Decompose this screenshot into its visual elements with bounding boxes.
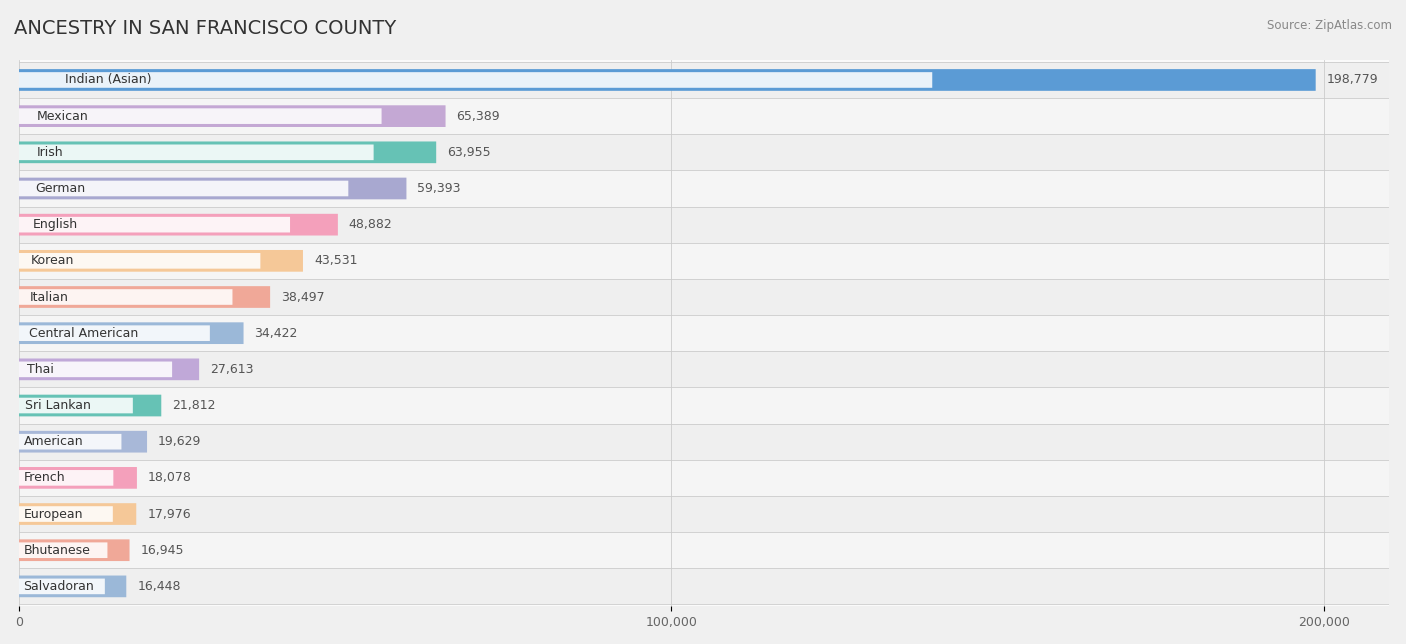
Text: German: German: [35, 182, 86, 195]
FancyBboxPatch shape: [20, 398, 132, 413]
Text: Bhutanese: Bhutanese: [24, 544, 90, 556]
Text: 48,882: 48,882: [349, 218, 392, 231]
FancyBboxPatch shape: [20, 289, 232, 305]
Text: Salvadoran: Salvadoran: [24, 580, 94, 593]
Text: 43,531: 43,531: [314, 254, 357, 267]
Text: ANCESTRY IN SAN FRANCISCO COUNTY: ANCESTRY IN SAN FRANCISCO COUNTY: [14, 19, 396, 39]
Text: Central American: Central American: [28, 327, 138, 339]
Text: Source: ZipAtlas.com: Source: ZipAtlas.com: [1267, 19, 1392, 32]
FancyBboxPatch shape: [20, 388, 1389, 424]
FancyBboxPatch shape: [20, 496, 1389, 532]
Text: 63,955: 63,955: [447, 146, 491, 159]
Text: Sri Lankan: Sri Lankan: [25, 399, 90, 412]
FancyBboxPatch shape: [20, 286, 270, 308]
FancyBboxPatch shape: [20, 434, 121, 450]
Text: Indian (Asian): Indian (Asian): [65, 73, 152, 86]
FancyBboxPatch shape: [20, 106, 446, 127]
Text: Korean: Korean: [31, 254, 75, 267]
Text: European: European: [24, 507, 83, 520]
FancyBboxPatch shape: [20, 431, 148, 453]
FancyBboxPatch shape: [20, 424, 1389, 460]
FancyBboxPatch shape: [20, 460, 1389, 496]
Text: 17,976: 17,976: [148, 507, 191, 520]
FancyBboxPatch shape: [20, 217, 290, 232]
FancyBboxPatch shape: [20, 359, 200, 380]
Text: 18,078: 18,078: [148, 471, 191, 484]
Text: 38,497: 38,497: [281, 290, 325, 303]
Text: 16,448: 16,448: [138, 580, 181, 593]
FancyBboxPatch shape: [20, 532, 1389, 568]
Text: 16,945: 16,945: [141, 544, 184, 556]
FancyBboxPatch shape: [20, 181, 349, 196]
FancyBboxPatch shape: [20, 243, 1389, 279]
FancyBboxPatch shape: [20, 395, 162, 417]
FancyBboxPatch shape: [20, 540, 129, 561]
FancyBboxPatch shape: [20, 578, 105, 594]
Text: 198,779: 198,779: [1327, 73, 1378, 86]
FancyBboxPatch shape: [20, 503, 136, 525]
Text: Italian: Italian: [30, 290, 69, 303]
FancyBboxPatch shape: [20, 214, 337, 236]
FancyBboxPatch shape: [20, 207, 1389, 243]
Text: American: American: [24, 435, 84, 448]
Text: 34,422: 34,422: [254, 327, 298, 339]
Text: 65,389: 65,389: [457, 109, 501, 122]
Text: 27,613: 27,613: [209, 363, 253, 376]
FancyBboxPatch shape: [20, 250, 302, 272]
FancyBboxPatch shape: [20, 144, 374, 160]
FancyBboxPatch shape: [20, 62, 1389, 98]
FancyBboxPatch shape: [20, 568, 1389, 605]
FancyBboxPatch shape: [20, 108, 381, 124]
FancyBboxPatch shape: [20, 467, 136, 489]
FancyBboxPatch shape: [20, 98, 1389, 134]
Text: 59,393: 59,393: [418, 182, 461, 195]
FancyBboxPatch shape: [20, 134, 1389, 171]
FancyBboxPatch shape: [20, 315, 1389, 351]
FancyBboxPatch shape: [20, 325, 209, 341]
FancyBboxPatch shape: [20, 171, 1389, 207]
Text: English: English: [32, 218, 77, 231]
FancyBboxPatch shape: [20, 69, 1316, 91]
FancyBboxPatch shape: [20, 72, 932, 88]
Text: Mexican: Mexican: [37, 109, 89, 122]
FancyBboxPatch shape: [20, 470, 114, 486]
FancyBboxPatch shape: [20, 323, 243, 344]
FancyBboxPatch shape: [20, 576, 127, 597]
FancyBboxPatch shape: [20, 253, 260, 269]
FancyBboxPatch shape: [20, 542, 107, 558]
FancyBboxPatch shape: [20, 361, 172, 377]
FancyBboxPatch shape: [20, 279, 1389, 315]
Text: Irish: Irish: [37, 146, 63, 159]
FancyBboxPatch shape: [20, 351, 1389, 388]
FancyBboxPatch shape: [20, 506, 112, 522]
Text: Thai: Thai: [27, 363, 53, 376]
FancyBboxPatch shape: [20, 178, 406, 200]
Text: French: French: [24, 471, 65, 484]
Text: 21,812: 21,812: [173, 399, 215, 412]
FancyBboxPatch shape: [20, 142, 436, 163]
Text: 19,629: 19,629: [157, 435, 201, 448]
